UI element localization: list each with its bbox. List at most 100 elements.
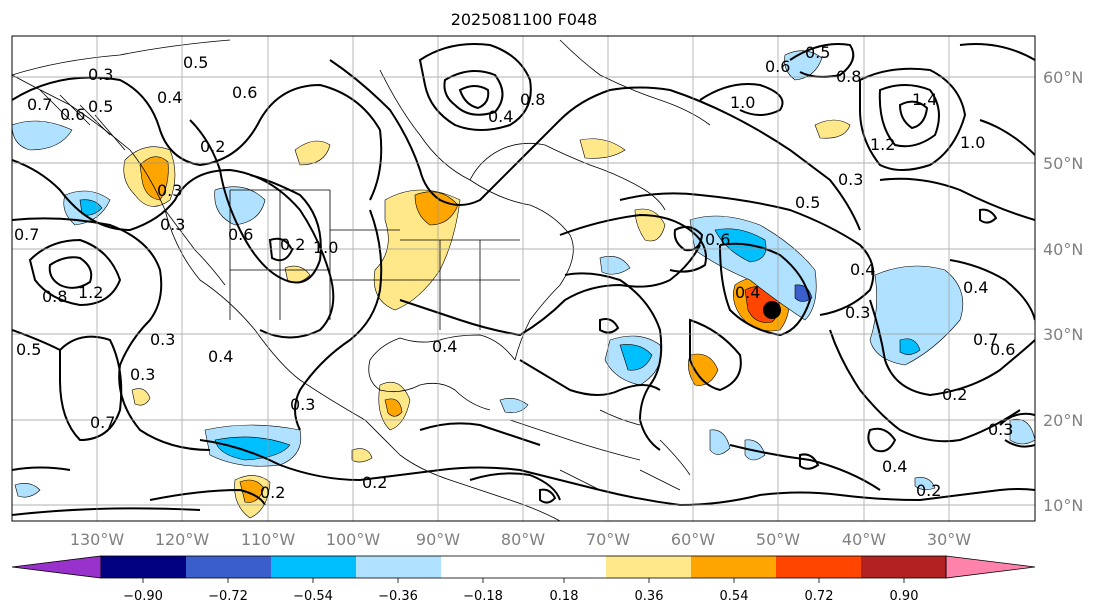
contour-label: 0.4 (963, 278, 988, 297)
negative-anomaly-area (794, 284, 813, 302)
graticule (12, 36, 1035, 521)
contour-label: 0.5 (183, 53, 208, 72)
negative-anomaly-area (12, 120, 73, 151)
contour-label: 0.3 (160, 215, 185, 234)
contour-label: 1.4 (912, 90, 937, 109)
colorbar-tick-label: 0.72 (805, 589, 834, 604)
contour-label: 0.3 (88, 65, 113, 84)
lat-tick-label: 40°N (1043, 240, 1083, 259)
contour-label: 1.2 (78, 283, 103, 302)
contour-label: 0.4 (850, 260, 875, 279)
contour-label: 0.3 (130, 365, 155, 384)
lon-tick-label: 120°W (155, 530, 210, 549)
negative-anomaly-area (214, 436, 291, 461)
negative-anomaly-area (689, 215, 817, 321)
lon-tick-label: 100°W (326, 530, 381, 549)
contour-label: 1.2 (870, 135, 895, 154)
contour-label: 1.0 (730, 93, 755, 112)
contour-label: 0.5 (16, 340, 41, 359)
contour-label: 0.6 (705, 230, 730, 249)
colorbar-segment (776, 556, 861, 578)
longitude-labels: 130°W 120°W 110°W 100°W 90°W 80°W 70°W 6… (70, 530, 971, 549)
lon-tick-label: 40°W (842, 530, 886, 549)
negative-anomaly-area (869, 265, 964, 366)
colorbar-tick-label: 0.90 (890, 589, 919, 604)
colorbar-tick-label: 0.18 (550, 589, 579, 604)
colorbar-tick-label: 0.54 (720, 589, 749, 604)
negative-anomaly-area (899, 338, 921, 355)
colorbar-tick-label: −0.36 (378, 589, 418, 604)
negative-anomaly-area (14, 483, 41, 498)
contour-label: 1.0 (313, 238, 338, 257)
lat-tick-label: 20°N (1043, 411, 1083, 430)
contour-label: 0.6 (228, 225, 253, 244)
negative-anomaly-area (499, 398, 529, 413)
colorbar-segment (691, 556, 776, 578)
positive-anomaly-area (139, 156, 169, 201)
contour-label: 0.5 (805, 43, 830, 62)
negative-anomaly-area (709, 429, 731, 455)
colorbar-segment (861, 556, 946, 578)
figure-title: 2025081100 F048 (451, 10, 598, 29)
lon-tick-label: 130°W (70, 530, 125, 549)
colorbar-tick-labels: −0.90 −0.72 −0.54 −0.36 −0.18 0.18 0.36 … (123, 589, 918, 604)
contour-label: 0.3 (845, 303, 870, 322)
contour-label: 0.2 (280, 235, 305, 254)
positive-anomaly-area (131, 388, 151, 406)
contour-label: 0.3 (988, 420, 1013, 439)
contour-label: 0.2 (942, 385, 967, 404)
lon-tick-label: 60°W (671, 530, 715, 549)
storm-center-marker (763, 301, 781, 319)
contour-label: 0.2 (260, 483, 285, 502)
contour-label: 0.4 (488, 107, 513, 126)
colorbar-frame (100, 555, 947, 579)
contour-label: 0.3 (838, 170, 863, 189)
contour-label: 0.7 (973, 330, 998, 349)
contour-label: 1.0 (960, 133, 985, 152)
contour-label: 0.8 (836, 67, 861, 86)
contour-label: 0.4 (208, 347, 233, 366)
colorbar-ticks (142, 578, 905, 583)
contour-label: 0.6 (60, 105, 85, 124)
positive-anomaly-area (294, 140, 331, 166)
lat-tick-label: 50°N (1043, 154, 1083, 173)
contour-label: 0.6 (765, 57, 790, 76)
negative-anomaly-area (914, 477, 936, 490)
positive-anomaly-area (384, 398, 403, 417)
colorbar-segment (101, 556, 186, 578)
map-panel: 0.3 0.2 0.4 0.6 0.5 0.2 0.3 0.7 0.8 1.2 … (11, 35, 1036, 522)
map-frame (11, 35, 1036, 522)
contour-label: 0.4 (157, 88, 182, 107)
contour-label: 0.6 (232, 83, 257, 102)
contour-label: 0.7 (90, 413, 115, 432)
lat-tick-label: 30°N (1043, 325, 1083, 344)
colorbar-segment (271, 556, 356, 578)
contour-label: 0.8 (42, 287, 67, 306)
contour-label: 0.7 (27, 95, 52, 114)
colorbar-segment (186, 556, 271, 578)
lon-tick-label: 70°W (586, 530, 630, 549)
colorbar: −0.90 −0.72 −0.54 −0.36 −0.18 0.18 0.36 … (11, 555, 1036, 604)
contour-label: 0.2 (200, 137, 225, 156)
shaded-fields (12, 50, 1035, 519)
colorbar-segment (441, 556, 606, 578)
colorbar-tick-label: −0.90 (123, 589, 163, 604)
contour-label: 0.4 (882, 457, 907, 476)
positive-anomaly-area (814, 119, 851, 139)
negative-anomaly-area (619, 344, 653, 371)
lon-tick-label: 50°W (756, 530, 800, 549)
contour-label: 0.2 (362, 473, 387, 492)
contour-label: 0.8 (520, 90, 545, 109)
contour-label: 0.4 (432, 337, 457, 356)
negative-anomaly-area (599, 256, 631, 275)
contour-label: 0.3 (150, 330, 175, 349)
contour-label: 0.3 (290, 395, 315, 414)
latitude-labels: 60°N 50°N 40°N 30°N 20°N 10°N (1043, 68, 1083, 515)
contour-label: 0.5 (795, 193, 820, 212)
lon-tick-label: 30°W (927, 530, 971, 549)
colorbar-tick-label: −0.18 (463, 589, 503, 604)
lat-tick-label: 60°N (1043, 68, 1083, 87)
colorbar-extend-low (11, 555, 102, 579)
contour-label: 0.2 (916, 481, 941, 500)
